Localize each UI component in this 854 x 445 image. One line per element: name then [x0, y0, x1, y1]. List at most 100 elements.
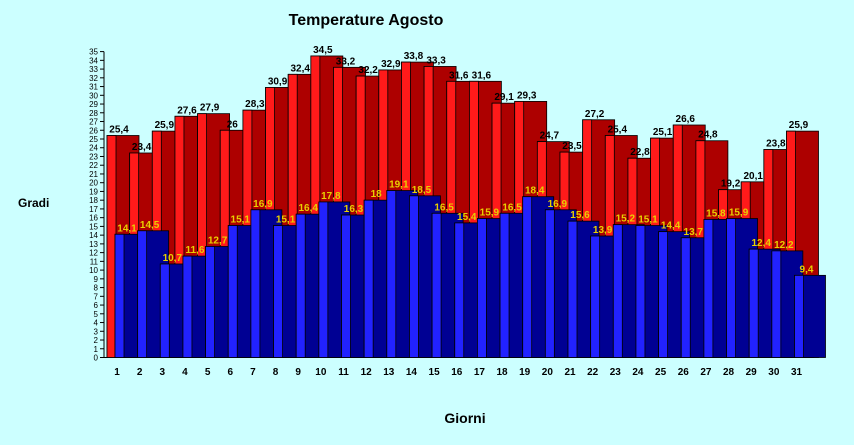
- y-tick-label: 2: [94, 336, 99, 345]
- y-tick-label: 25: [89, 135, 98, 144]
- x-tick-label: 3: [160, 367, 166, 378]
- y-tick-label: 11: [90, 257, 99, 266]
- y-tick-label: 20: [89, 179, 98, 188]
- max-temp-label: 20,1: [743, 171, 763, 182]
- bar-min-temp-face: [703, 219, 714, 358]
- y-tick-label: 31: [89, 83, 98, 92]
- x-tick-label: 24: [632, 367, 644, 378]
- y-tick-label: 32: [89, 74, 98, 83]
- bar-min-temp-face: [295, 213, 306, 358]
- x-tick-label: 4: [182, 367, 188, 378]
- min-temp-label: 17,8: [321, 191, 341, 202]
- min-temp-label: 12,2: [774, 240, 794, 251]
- max-temp-label: 32,2: [358, 65, 378, 76]
- y-tick-label: 17: [89, 205, 98, 214]
- labels-layer: 25,423,425,927,6 27,92628,330,932,434,533…: [109, 45, 814, 275]
- bar-min-temp-face: [794, 274, 804, 358]
- min-temp-label: 13,7: [684, 227, 704, 238]
- max-temp-label: 25,9: [155, 120, 175, 131]
- min-temp-label: 10,7: [163, 253, 183, 264]
- max-temp-label: 27,9: [200, 103, 220, 114]
- bar-min-temp-face: [250, 209, 261, 358]
- bar-min-temp-face: [499, 212, 510, 358]
- y-tick-label: 3: [94, 327, 99, 336]
- max-temp-label: 24,7: [540, 131, 560, 142]
- max-temp-label: 28,3: [245, 99, 265, 110]
- y-tick-label: 10: [89, 266, 98, 275]
- x-tick-label: 15: [429, 367, 441, 378]
- min-temp-label: 15,9: [729, 208, 749, 219]
- max-temp-label: 33,3: [426, 55, 446, 66]
- x-tick-label: 29: [746, 367, 758, 378]
- max-temp-label: 29,1: [494, 92, 514, 103]
- max-temp-label: 23,8: [766, 138, 786, 149]
- min-temp-label: 12,4: [751, 238, 771, 249]
- min-temp-label: 18: [371, 189, 383, 200]
- min-temp-label: 15,4: [457, 212, 477, 223]
- y-tick-label: 0: [94, 354, 99, 363]
- x-tick-label: 31: [791, 367, 803, 378]
- max-temp-label: 34,5: [313, 45, 333, 56]
- bar-min-temp-face: [658, 231, 668, 358]
- y-tick-label: 5: [94, 310, 99, 319]
- max-temp-label: 19,2: [721, 179, 741, 190]
- y-tick-label: 28: [89, 109, 98, 118]
- y-tick-label: 34: [89, 56, 98, 65]
- y-tick-label: 22: [89, 161, 98, 170]
- bar-min-temp-face: [318, 201, 329, 358]
- min-temp-label: 18,4: [525, 186, 545, 197]
- bar-min-temp-face: [137, 230, 148, 358]
- min-temp-label: 19,1: [389, 180, 409, 191]
- bar-min-temp-face: [635, 225, 646, 358]
- y-tick-label: 30: [89, 91, 98, 100]
- x-tick-label: 25: [655, 367, 667, 378]
- bar-min-temp-face: [590, 235, 601, 358]
- max-temp-label: 25,4: [608, 125, 628, 136]
- chart-title: Temperature Agosto: [288, 12, 444, 29]
- bar-min-temp-face: [273, 225, 283, 358]
- max-temp-label: 24,8: [698, 130, 718, 141]
- max-temp-label: 23,4: [132, 142, 152, 153]
- bar-min-temp-face: [748, 248, 759, 358]
- x-tick-label: 1: [114, 367, 120, 378]
- x-tick-label: 5: [205, 367, 211, 378]
- bar-min-temp-face: [409, 195, 419, 358]
- axis-layer: 0123456789101112131415161718192021222324…: [89, 48, 815, 378]
- min-temp-label: 9,4: [800, 264, 814, 275]
- min-temp-label: 14,5: [140, 220, 160, 231]
- bar-min-temp-face: [771, 250, 782, 358]
- y-tick-label: 18: [89, 196, 98, 205]
- y-tick-label: 4: [94, 319, 99, 328]
- max-temp-label: 26: [227, 119, 239, 130]
- x-tick-label: 20: [542, 367, 554, 378]
- min-temp-label: 15,1: [276, 215, 296, 226]
- bar-min-temp-face: [431, 212, 442, 358]
- y-tick-label: 15: [89, 222, 98, 231]
- min-temp-label: 18,5: [412, 185, 432, 196]
- min-temp-label: 15,2: [616, 214, 636, 225]
- y-tick-label: 24: [89, 144, 98, 153]
- y-tick-label: 9: [94, 275, 99, 284]
- bar-min-temp-face: [567, 220, 578, 358]
- min-temp-label: 13,9: [593, 225, 613, 236]
- min-temp-label: 14,4: [661, 221, 681, 232]
- max-temp-label: 33,2: [336, 56, 356, 67]
- min-temp-label: 16,3: [344, 204, 364, 215]
- x-tick-label: 16: [451, 367, 463, 378]
- x-tick-label: 11: [338, 367, 349, 378]
- bar-min-temp-face: [726, 218, 736, 358]
- max-temp-label: 32,4: [290, 63, 310, 74]
- bar-min-temp-face: [544, 209, 555, 358]
- x-tick-label: 8: [273, 367, 279, 378]
- x-tick-label: 12: [361, 367, 373, 378]
- y-tick-label: 13: [89, 240, 98, 249]
- y-tick-label: 21: [89, 170, 98, 179]
- y-tick-label: 14: [89, 231, 98, 240]
- bar-min-temp-face: [341, 214, 351, 358]
- y-tick-label: 16: [89, 214, 98, 223]
- bar-min-temp-face: [114, 233, 125, 358]
- x-tick-label: 28: [723, 367, 735, 378]
- max-temp-label: 27,2: [585, 109, 605, 120]
- y-tick-label: 7: [94, 292, 99, 301]
